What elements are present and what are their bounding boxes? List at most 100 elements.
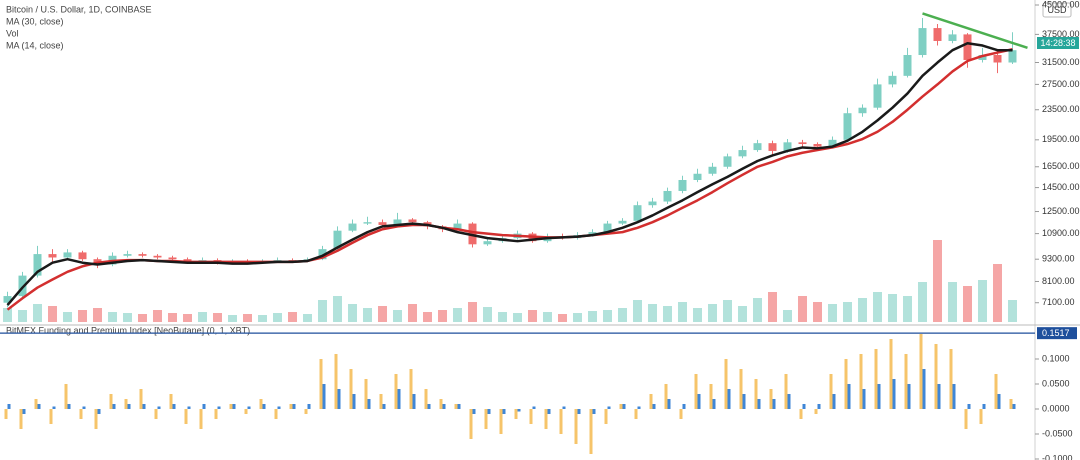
candle-body: [768, 143, 777, 151]
volume-bar: [573, 313, 582, 322]
index-bar: [769, 389, 773, 409]
y-tick-label: 10900.00: [1042, 228, 1080, 238]
trendline: [922, 12, 1028, 50]
candle-body: [738, 150, 747, 157]
volume-bar: [543, 312, 552, 322]
volume-bar: [663, 306, 672, 322]
index-bar: [859, 354, 863, 409]
volume-bar: [498, 312, 507, 322]
volume-bar: [528, 310, 537, 322]
candle-body: [948, 34, 957, 41]
index-bar: [664, 384, 668, 409]
volume-bar: [393, 310, 402, 322]
moving-average: [6, 41, 1013, 306]
candle-body: [843, 113, 852, 140]
index-bar: [172, 404, 176, 409]
volume-bar: [63, 312, 72, 322]
index-bar: [52, 406, 56, 409]
y-tick-label: 8100.00: [1042, 276, 1075, 286]
volume-bar: [378, 306, 387, 322]
index-bar: [202, 404, 206, 409]
volume-bar: [198, 312, 207, 322]
index-bar: [247, 406, 251, 409]
candle-body: [138, 254, 147, 256]
index-bar: [757, 399, 761, 409]
volume-bar: [348, 304, 357, 322]
index-bar: [34, 399, 38, 409]
volume-bar: [258, 315, 267, 322]
legend-ma14: MA (14, close): [6, 40, 64, 50]
index-bar: [529, 409, 533, 424]
candle-body: [288, 260, 297, 262]
index-bar: [862, 389, 866, 409]
volume-bar: [3, 308, 12, 322]
index-bar: [979, 409, 983, 424]
index-bar: [37, 404, 41, 409]
candle-body: [828, 139, 837, 147]
index-bar: [262, 404, 266, 409]
index-bar: [784, 374, 788, 409]
candle-body: [693, 173, 702, 180]
index-bar: [379, 394, 383, 409]
volume-bar: [1008, 300, 1017, 322]
volume-bar: [423, 312, 432, 322]
volume-bar: [18, 310, 27, 322]
index-bar: [424, 389, 428, 409]
index-bar: [127, 404, 131, 409]
y-tick-label: 0.1000: [1042, 353, 1070, 363]
last-value-box: [1037, 327, 1077, 340]
index-bar: [484, 409, 488, 429]
index-bar: [259, 399, 263, 409]
y-tick-label: -0.0500: [1042, 428, 1073, 438]
index-bar: [154, 409, 158, 419]
index-bar: [559, 409, 563, 434]
candle-body: [33, 254, 42, 276]
index-bar: [1012, 404, 1016, 409]
index-bar: [7, 404, 11, 409]
index-bar: [82, 406, 86, 409]
index-bar: [994, 374, 998, 409]
index-bar: [634, 409, 638, 419]
index-bar: [442, 404, 446, 409]
y-tick-label: 23500.00: [1042, 104, 1080, 114]
index-bar: [469, 409, 473, 439]
volume-bar: [618, 308, 627, 322]
index-bar: [952, 384, 956, 409]
candle-body: [63, 252, 72, 258]
index-bar: [739, 369, 743, 409]
volume-bar: [213, 313, 222, 322]
volume-bar: [783, 310, 792, 322]
index-bar: [622, 404, 626, 409]
volume-bar: [138, 314, 147, 322]
candle-body: [663, 190, 672, 202]
index-bar: [787, 394, 791, 409]
index-bar: [604, 409, 608, 424]
index-bar: [439, 399, 443, 409]
countdown-box: [1037, 37, 1079, 49]
index-bar: [22, 409, 26, 414]
currency-box[interactable]: [1042, 2, 1072, 18]
candle-body: [198, 260, 207, 262]
volume-bar: [978, 280, 987, 322]
volume-bar: [513, 313, 522, 322]
legend-ma30: MA (30, close): [6, 16, 64, 26]
index-bar: [157, 406, 161, 409]
candle-body: [603, 223, 612, 233]
volume-bar: [363, 308, 372, 322]
index-bar: [742, 394, 746, 409]
candle-body: [333, 230, 342, 250]
index-bar: [244, 409, 248, 414]
volume-bar: [948, 282, 957, 322]
index-bar: [94, 409, 98, 429]
candle-body: [48, 254, 57, 258]
index-bar: [724, 359, 728, 409]
volume-bar: [588, 311, 597, 322]
candle-body: [723, 156, 732, 167]
countdown: 14:28:38: [1040, 38, 1075, 48]
index-bar: [877, 384, 881, 409]
index-bar: [499, 409, 503, 434]
volume-bar: [798, 296, 807, 322]
candle-body: [918, 28, 927, 56]
